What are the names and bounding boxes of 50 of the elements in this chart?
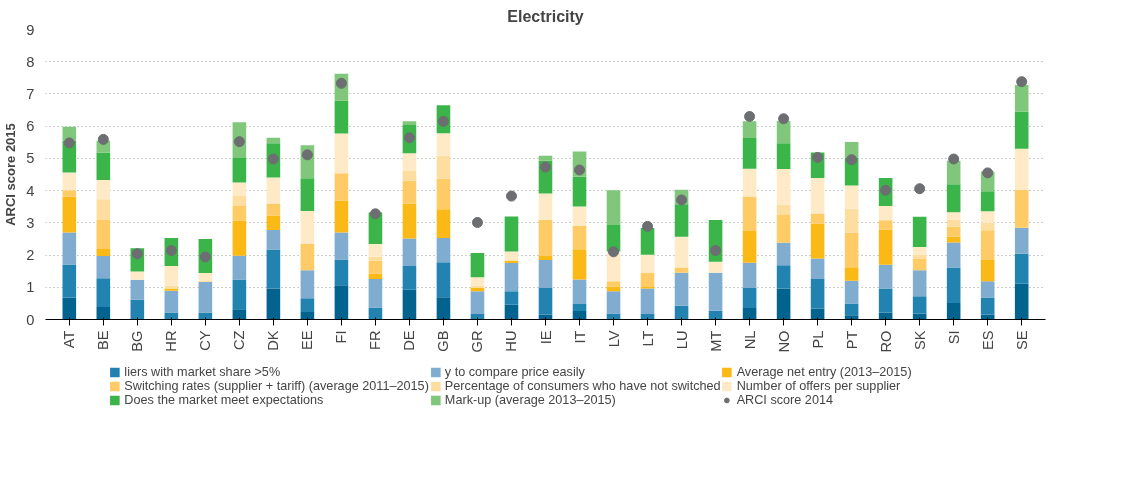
x-tick-label: HU bbox=[503, 330, 520, 352]
x-tick-label: SK bbox=[911, 330, 928, 351]
y-tick-label: 4 bbox=[26, 182, 35, 199]
legend-label: liers with market share >5% bbox=[124, 365, 281, 379]
x-tick-label: NO bbox=[775, 330, 792, 353]
legend-label: Percentage of consumers who have not switched bbox=[444, 379, 721, 393]
y-tick-label: 2 bbox=[26, 247, 35, 264]
x-tick-label: EE bbox=[299, 330, 316, 351]
y-tick-label: 7 bbox=[26, 85, 35, 102]
x-tick-label: PT bbox=[843, 330, 860, 350]
x-tick-label: CZ bbox=[231, 330, 248, 351]
y-tick-label: 6 bbox=[26, 118, 35, 135]
y-axis-title: ARCI score 2015 bbox=[3, 123, 19, 226]
y-tick-label: 3 bbox=[26, 214, 35, 231]
x-tick-label: GB bbox=[435, 330, 452, 352]
x-tick-label: BG bbox=[129, 330, 146, 352]
y-tick-label: 0 bbox=[26, 311, 35, 328]
x-tick-label: LU bbox=[673, 330, 690, 350]
x-tick-label: PL bbox=[809, 330, 826, 349]
legend-label: Mark-up (average 2013–2015) bbox=[444, 393, 616, 407]
x-tick-label: ES bbox=[979, 330, 996, 351]
chart-title: Electricity bbox=[507, 7, 584, 25]
x-tick-label: IE bbox=[537, 330, 554, 345]
x-tick-label: RO bbox=[877, 330, 894, 353]
x-tick-label: LV bbox=[605, 330, 622, 348]
x-tick-label: LT bbox=[639, 330, 656, 347]
x-tick-label: DK bbox=[265, 330, 282, 351]
x-tick-label: FI bbox=[333, 330, 350, 344]
x-tick-label: BE bbox=[95, 330, 112, 351]
legend-label: y to compare price easily bbox=[444, 365, 585, 379]
x-tick-label: AT bbox=[61, 330, 78, 349]
x-tick-label: FR bbox=[367, 330, 384, 351]
legend-label: Number of offers per supplier bbox=[736, 379, 901, 393]
x-tick-label: SE bbox=[1013, 330, 1030, 351]
y-tick-label: 1 bbox=[26, 279, 35, 296]
x-tick-label: HR bbox=[163, 330, 180, 352]
y-tick-label: 5 bbox=[26, 150, 35, 167]
x-tick-label: CY bbox=[197, 330, 214, 351]
x-tick-label: MT bbox=[707, 330, 724, 352]
y-tick-label: 8 bbox=[26, 53, 35, 70]
x-tick-label: GR bbox=[469, 330, 486, 353]
y-tick-label: 9 bbox=[26, 21, 35, 38]
x-tick-label: NL bbox=[741, 330, 758, 350]
legend-label: Average net entry (2013–2015) bbox=[736, 365, 912, 379]
x-tick-label: DE bbox=[401, 330, 418, 351]
x-tick-label: SI bbox=[945, 330, 962, 345]
x-tick-label: IT bbox=[571, 330, 588, 344]
legend-label: Switching rates (supplier + tariff) (average 2011–2015) bbox=[124, 379, 429, 393]
legend-label: ARCI score 2014 bbox=[736, 393, 834, 407]
legend-label: Does the market meet expectations bbox=[124, 393, 324, 407]
